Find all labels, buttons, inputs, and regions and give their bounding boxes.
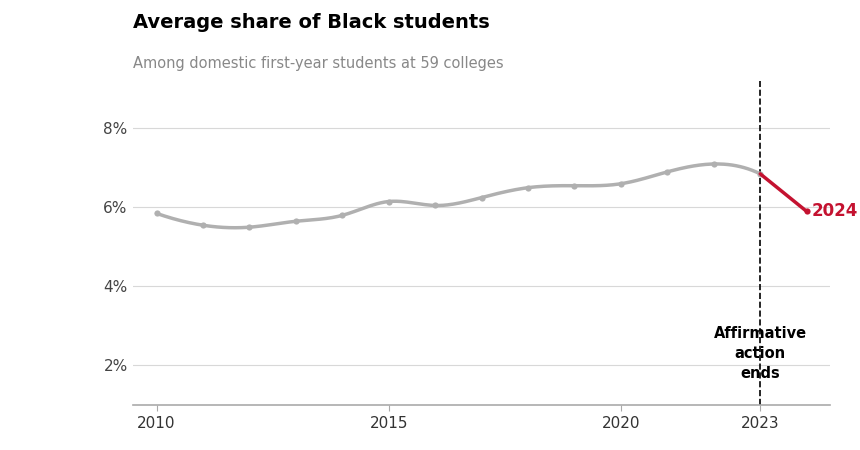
- Point: [521, 184, 535, 191]
- Point: [568, 182, 581, 189]
- Text: Average share of Black students: Average share of Black students: [133, 14, 490, 32]
- Point: [707, 160, 721, 167]
- Text: Affirmative
action
ends: Affirmative action ends: [714, 326, 807, 381]
- Point: [800, 208, 814, 215]
- Point: [289, 218, 303, 225]
- Point: [335, 212, 349, 219]
- Point: [196, 221, 210, 229]
- Point: [428, 202, 442, 209]
- Point: [614, 180, 628, 187]
- Point: [382, 198, 396, 205]
- Point: [660, 168, 674, 176]
- Text: 2024: 2024: [811, 202, 857, 220]
- Point: [475, 194, 488, 201]
- Point: [753, 170, 767, 177]
- Point: [243, 224, 256, 231]
- Text: Among domestic first-year students at 59 colleges: Among domestic first-year students at 59…: [133, 56, 504, 71]
- Point: [150, 210, 163, 217]
